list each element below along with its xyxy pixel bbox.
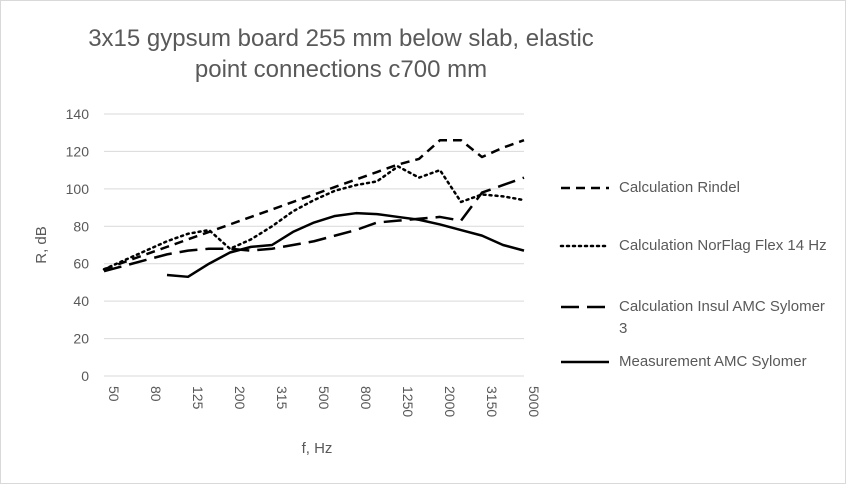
series-line-0 [103, 138, 525, 271]
legend-entry: Calculation NorFlag Flex 14 Hz [619, 237, 827, 254]
x-tick-label: 80 [148, 386, 164, 402]
y-tick-label: 120 [66, 143, 90, 159]
x-tick-label: 50 [106, 386, 122, 402]
legend-entry: Calculation Rindel [619, 179, 740, 196]
series-line-3 [166, 211, 525, 279]
x-tick-label: 500 [316, 386, 332, 410]
x-tick-label: 200 [232, 386, 248, 410]
y-tick-label: 40 [73, 293, 89, 309]
y-tick-label: 100 [66, 181, 90, 197]
y-tick-label: 80 [73, 218, 89, 234]
y-tick-label: 140 [66, 106, 90, 122]
legend-entry: Measurement AMC Sylomer [619, 353, 807, 370]
x-tick-label: 800 [358, 386, 374, 410]
x-tick-label: 2000 [442, 386, 458, 417]
x-tick-label: 315 [274, 386, 290, 410]
x-tick-label: 3150 [484, 386, 500, 417]
legend-entry: Calculation Insul AMC Sylomer 3 [619, 298, 825, 337]
y-axis-label: R, dB [33, 226, 50, 264]
x-tick-label: 125 [190, 386, 206, 410]
x-axis-label: f, Hz [302, 440, 333, 457]
y-tick-label: 0 [81, 368, 89, 384]
x-tick-label: 1250 [400, 386, 416, 417]
chart-title: 3x15 gypsum board 255 mm below slab, ela… [88, 25, 594, 83]
series-line-1 [102, 165, 526, 271]
y-tick-label: 20 [73, 331, 89, 347]
y-tick-label: 60 [73, 256, 89, 272]
series-line-2 [103, 176, 525, 273]
x-tick-label: 5000 [526, 386, 542, 417]
